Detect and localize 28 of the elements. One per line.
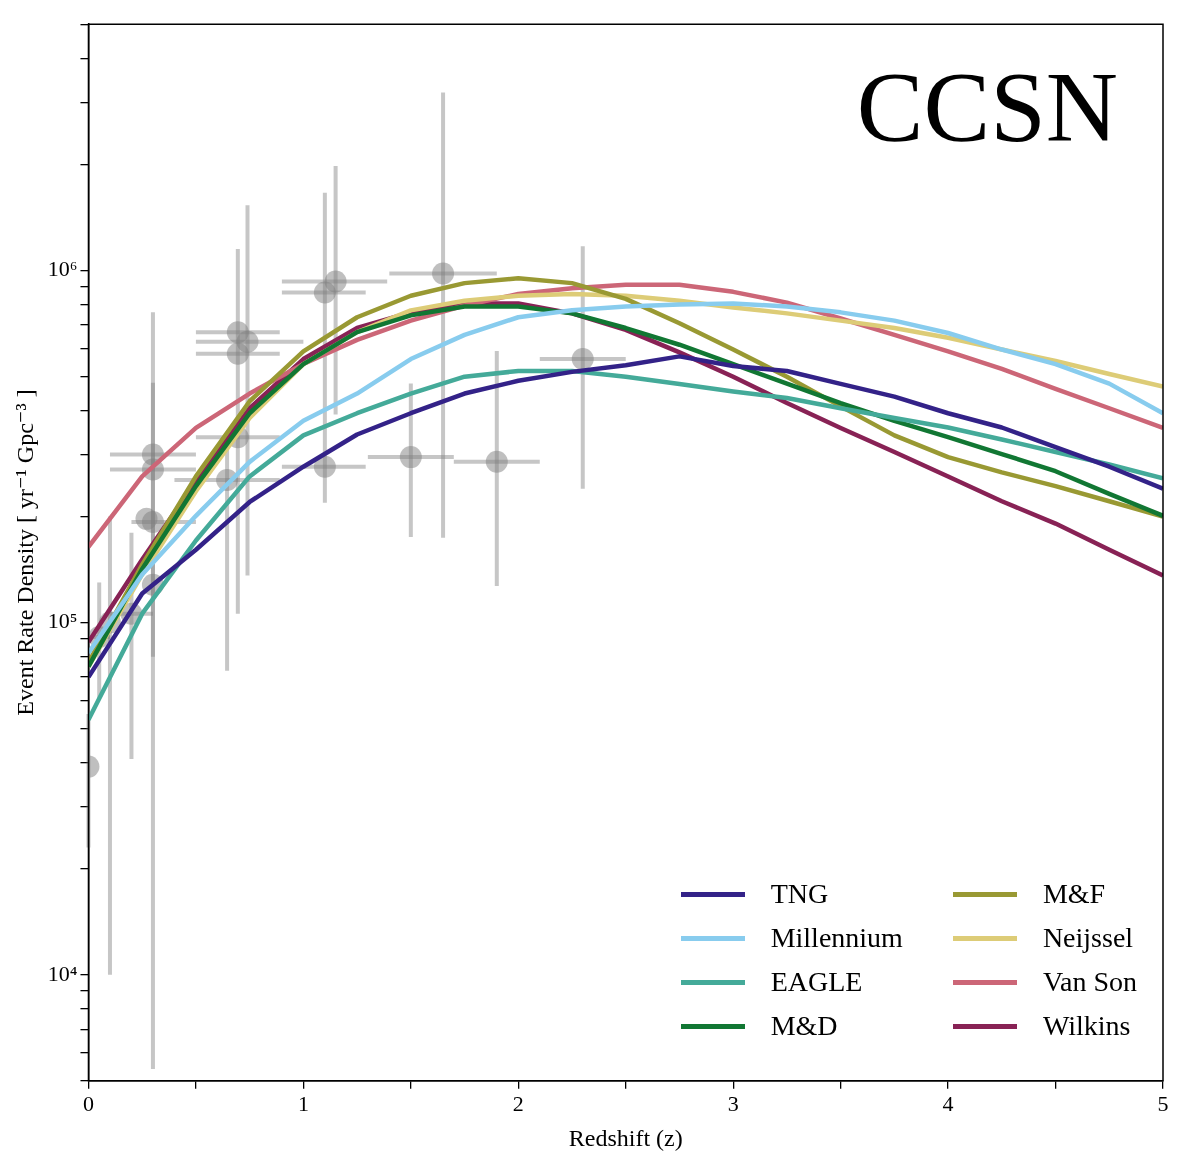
point: [236, 330, 259, 353]
x-tick-label: 0: [82, 1090, 94, 1116]
x-tick-label: 5: [1157, 1090, 1169, 1116]
y-tick-label: 10⁶: [47, 256, 78, 282]
y-tick-label: 10⁵: [47, 608, 78, 634]
x-tick-label: 2: [512, 1090, 524, 1116]
point: [485, 450, 508, 473]
y-axis-title: Event Rate Density [ yr⁻¹ Gpc⁻³ ]: [11, 389, 38, 716]
legend-label: Millennium: [770, 922, 903, 954]
point: [324, 270, 347, 293]
legend-label: Wilkins: [1042, 1010, 1131, 1042]
point: [571, 348, 594, 371]
point: [313, 455, 336, 478]
x-axis-title: Redshift (z): [568, 1124, 683, 1151]
x-tick-label: 1: [297, 1090, 309, 1116]
legend-label: Neijssel: [1042, 922, 1134, 954]
legend-label: M&D: [770, 1010, 838, 1042]
legend-label: Van Son: [1042, 966, 1137, 998]
legend-label: M&F: [1042, 878, 1106, 910]
point: [399, 446, 422, 469]
y-tick-label: 10⁴: [47, 960, 78, 986]
legend-label: TNG: [770, 878, 829, 910]
x-tick-label: 4: [942, 1090, 954, 1116]
annotation: CCSN: [856, 51, 1118, 163]
point: [141, 511, 164, 533]
legend-label: EAGLE: [770, 966, 863, 998]
point: [432, 262, 455, 285]
x-tick-label: 3: [727, 1090, 739, 1116]
